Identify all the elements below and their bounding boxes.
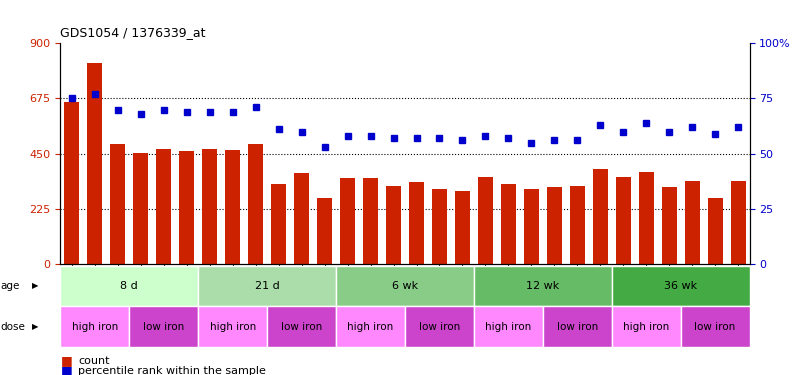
Bar bbox=[616, 177, 631, 264]
Bar bbox=[294, 173, 310, 264]
Bar bbox=[110, 144, 126, 264]
Text: count: count bbox=[78, 356, 110, 366]
Bar bbox=[612, 266, 750, 306]
Text: ■: ■ bbox=[60, 364, 73, 375]
Bar bbox=[405, 306, 474, 347]
Text: ▶: ▶ bbox=[32, 322, 39, 331]
Bar bbox=[474, 266, 612, 306]
Bar bbox=[662, 187, 677, 264]
Bar bbox=[64, 102, 80, 264]
Bar bbox=[225, 150, 240, 264]
Bar bbox=[543, 306, 612, 347]
Bar bbox=[336, 266, 474, 306]
Bar bbox=[271, 184, 286, 264]
Text: ▶: ▶ bbox=[32, 281, 39, 290]
Bar bbox=[336, 306, 405, 347]
Bar bbox=[87, 63, 102, 264]
Text: ■: ■ bbox=[60, 354, 73, 367]
Bar bbox=[409, 182, 424, 264]
Text: age: age bbox=[1, 281, 20, 291]
Text: 36 wk: 36 wk bbox=[664, 281, 697, 291]
Text: GDS1054 / 1376339_at: GDS1054 / 1376339_at bbox=[60, 26, 206, 39]
Text: high iron: high iron bbox=[210, 322, 256, 332]
Bar bbox=[478, 177, 493, 264]
Bar bbox=[133, 153, 148, 264]
Text: percentile rank within the sample: percentile rank within the sample bbox=[78, 366, 266, 375]
Bar bbox=[129, 306, 198, 347]
Bar bbox=[570, 186, 585, 264]
Bar bbox=[340, 178, 355, 264]
Bar bbox=[524, 189, 539, 264]
Text: 8 d: 8 d bbox=[120, 281, 139, 291]
Text: 12 wk: 12 wk bbox=[526, 281, 559, 291]
Text: low iron: low iron bbox=[557, 322, 598, 332]
Text: low iron: low iron bbox=[143, 322, 185, 332]
Text: low iron: low iron bbox=[281, 322, 322, 332]
Text: high iron: high iron bbox=[347, 322, 393, 332]
Bar bbox=[708, 198, 723, 264]
Bar bbox=[474, 306, 543, 347]
Text: low iron: low iron bbox=[419, 322, 460, 332]
Bar bbox=[60, 306, 129, 347]
Bar bbox=[386, 186, 401, 264]
Bar bbox=[202, 149, 218, 264]
Text: high iron: high iron bbox=[72, 322, 118, 332]
Bar bbox=[638, 172, 654, 264]
Bar bbox=[267, 306, 336, 347]
Text: 21 d: 21 d bbox=[255, 281, 280, 291]
Bar bbox=[730, 181, 746, 264]
Bar bbox=[60, 266, 198, 306]
Bar bbox=[546, 187, 562, 264]
Bar bbox=[198, 306, 268, 347]
Bar bbox=[501, 184, 516, 264]
Bar bbox=[455, 190, 470, 264]
Bar bbox=[680, 306, 750, 347]
Bar bbox=[248, 144, 264, 264]
Text: high iron: high iron bbox=[485, 322, 531, 332]
Bar bbox=[317, 198, 332, 264]
Bar bbox=[684, 181, 700, 264]
Bar bbox=[198, 266, 336, 306]
Bar bbox=[156, 149, 172, 264]
Bar bbox=[179, 151, 194, 264]
Text: dose: dose bbox=[1, 322, 26, 332]
Bar bbox=[612, 306, 680, 347]
Bar bbox=[363, 178, 378, 264]
Bar bbox=[432, 189, 447, 264]
Text: low iron: low iron bbox=[695, 322, 736, 332]
Bar bbox=[592, 168, 608, 264]
Text: high iron: high iron bbox=[623, 322, 669, 332]
Text: 6 wk: 6 wk bbox=[392, 281, 418, 291]
